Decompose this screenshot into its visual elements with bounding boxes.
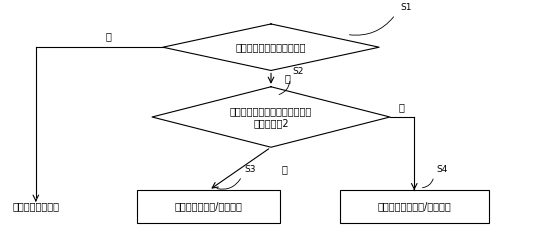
Bar bbox=[340, 190, 488, 223]
Text: 是: 是 bbox=[282, 164, 288, 174]
Text: 否: 否 bbox=[398, 102, 404, 112]
Text: 进行单电池组的充/放电过程: 进行单电池组的充/放电过程 bbox=[377, 201, 451, 212]
Bar bbox=[137, 190, 280, 223]
Text: S4: S4 bbox=[436, 165, 448, 174]
Text: 进行多电池组充/放电模式: 进行多电池组充/放电模式 bbox=[175, 201, 243, 212]
Text: 是: 是 bbox=[285, 74, 291, 84]
Text: 否: 否 bbox=[106, 31, 112, 41]
Text: 判断当前接入的电池组数目是否
大于或等于2: 判断当前接入的电池组数目是否 大于或等于2 bbox=[230, 106, 312, 128]
Text: S2: S2 bbox=[293, 67, 304, 76]
Text: S3: S3 bbox=[244, 165, 256, 174]
Text: S1: S1 bbox=[401, 3, 412, 12]
Text: 判断是否检测到电池组接入: 判断是否检测到电池组接入 bbox=[236, 42, 306, 52]
Text: 控制断开所有电路: 控制断开所有电路 bbox=[12, 201, 59, 212]
